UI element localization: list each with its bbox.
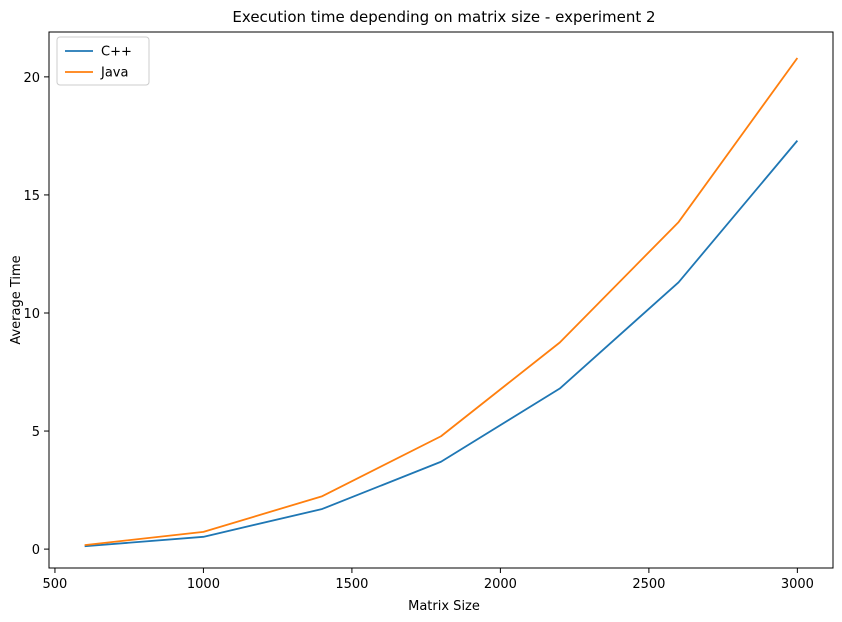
series-line-ccpp [84,140,799,548]
plot-frame [48,31,834,569]
series-line-java [84,57,799,546]
plot-area [48,31,834,569]
legend-label: C++ [101,45,132,60]
x-axis-label: Matrix Size [408,599,480,614]
y-tick-label: 0 [32,543,40,558]
legend: C++ Java [56,36,150,86]
series-layer [84,57,799,548]
x-tick-label: 3000 [781,577,814,592]
y-axis: 0 5 10 15 20 [23,71,49,558]
legend-box [56,36,150,86]
x-tick-label: 500 [43,577,68,592]
y-axis-label: Average Time [9,255,24,344]
chart-title: Execution time depending on matrix size … [232,8,655,26]
y-tick-label: 15 [23,189,40,204]
legend-label: Java [100,66,128,81]
x-tick-label: 2000 [484,577,517,592]
x-tick-label: 1000 [187,577,220,592]
x-tick-label: 1500 [335,577,368,592]
x-axis: 500 1000 1500 2000 2500 3000 [43,568,814,592]
y-tick-label: 5 [32,425,40,440]
y-tick-label: 20 [23,71,40,86]
y-tick-label: 10 [23,307,40,322]
x-tick-label: 2500 [632,577,665,592]
